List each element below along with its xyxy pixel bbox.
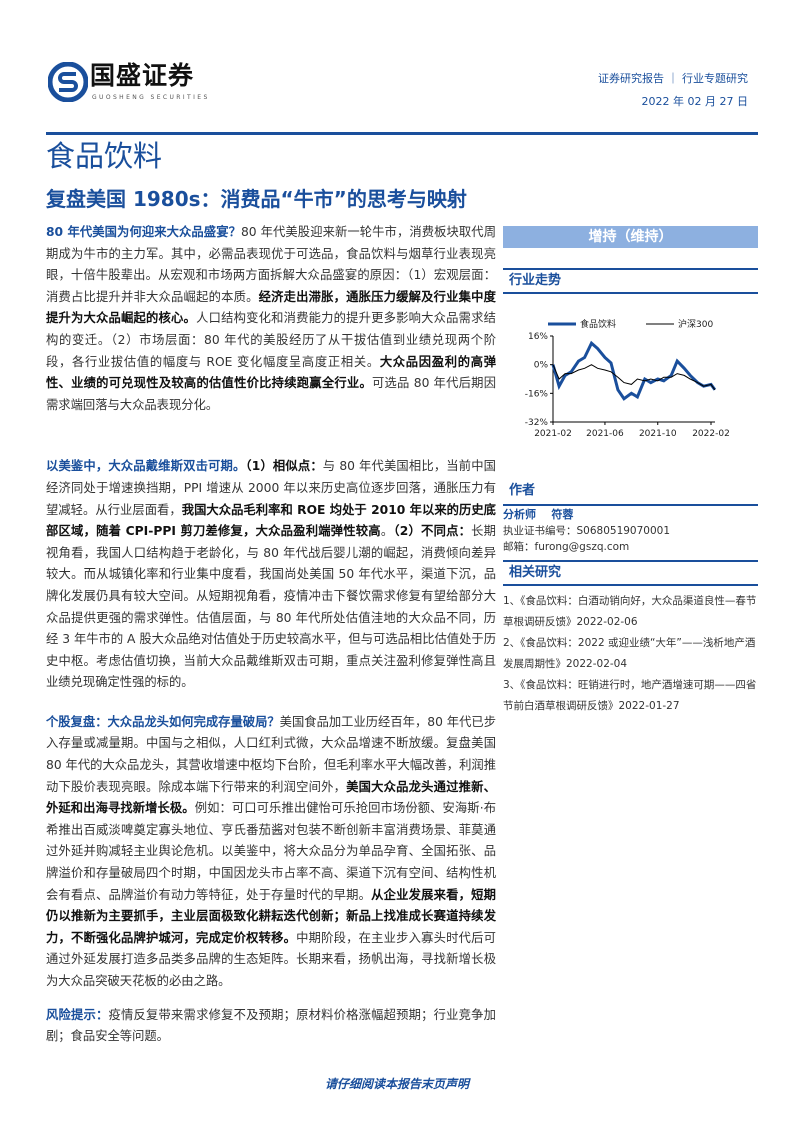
brand-name-en: GUOSHENG SECURITIES [92,94,210,101]
series-line-0 [551,340,717,401]
legend-label: 沪深300 [678,318,713,330]
analyst-role: 分析师 [503,508,536,521]
x-tick-label: 2021-02 [534,429,572,439]
emphasis-text: 我国大众品毛利率和 ROE 均处于 2010 年以来的历史底部区域，随着 CPI… [46,502,496,539]
paragraph-china-compare: 以美鉴中，大众品戴维斯双击可期。（1）相似点：与 80 年代美国相比，当前中国经… [46,456,496,694]
trend-heading: 行业走势 [503,268,758,294]
related-heading: 相关研究 [503,560,758,586]
body-text: 中期阶段，在主业步入寡头时代后可通过外延发展打造多品类多品牌的生态矩阵。长期来看… [46,930,496,988]
legend-label: 食品饮料 [580,318,616,330]
emphasis-text: （1）相似点： [245,459,323,474]
logo-icon [48,62,88,102]
body-text: 人口结构变化和消费能力的提升更多影响大众品需求结构的变迁。（2）市场层面：80 … [46,311,496,369]
related-item[interactable]: 2、《食品饮料：2022 或迎业绩“大年”——浅析地产酒发展周期性》2022-0… [503,637,756,670]
body-text: 。 [380,524,394,539]
email-link[interactable]: furong@gszq.com [534,541,630,553]
report-type: 证券研究报告 ｜ 行业专题研究 [598,72,748,85]
related-item[interactable]: 3、《食品饮料：旺销进行时，地产酒增速可期——四省节前白酒草根调研反馈》2022… [503,679,757,712]
body-text: 与 80 年代美国相比，当前中国经济同处于增速换挡期，PPI 增速从 2000 … [46,459,496,517]
body-text: 80 年代美股迎来新一轮牛市，消费板块取代周期成为牛市的主力军。其中，必需品表现… [46,225,496,304]
industry-trend-chart: 16% 0% -16% -32%2021-02 2021-06 2021-10 2022-0… [525,318,730,439]
related-list: 1、《食品饮料：白酒动销向好，大众品渠道良性—春节草根调研反馈》2022-02-… [503,591,758,717]
analyst: 分析师 符蓉 [503,508,758,522]
rating-badge: 增持（维持） [503,226,758,248]
report-title: 复盘美国 1980s：消费品“牛市”的思考与映射 [46,187,467,211]
license-label: 执业证书编号： [503,525,577,537]
body-text: 可选品 80 年代后期因需求端回落与大众品表现分化。 [46,376,496,412]
author-heading: 作者 [503,480,758,506]
y-tick-label: -16% [525,389,549,399]
emphasis-text: 美国大众品龙头通过推新、外延和出海寻找新增长极。 [46,779,496,816]
paragraph-stock-review: 个股复盘：大众品龙头如何完成存量破局？美国食品加工业历经百年，80 年代已步入存… [46,712,496,993]
paragraph-lead: 个股复盘：大众品龙头如何完成存量破局？ [46,714,280,729]
paragraph-lead: 80 年代美国为何迎来大众品盛宴？ [46,225,241,239]
header-divider [46,132,758,135]
y-tick-label: -32% [525,418,549,428]
email-label: 邮箱： [503,541,535,553]
emphasis-text: 从企业发展来看，短期仍以推新为主要抓手，主业层面极致化耕耘迭代创新；新品上找准成… [46,887,496,945]
body-text: 长期视角看，我国人口结构趋于老龄化，与 80 年代战后婴儿潮的崛起，消费倾向差异… [46,524,496,690]
footer-disclaimer: 请仔细阅读本报告末页声明 [324,1077,469,1091]
body-text: 例如：可口可乐推出健怡可乐抢回市场份额、安海斯·布希推出百威淡啤奠定寡头地位、亨… [46,801,496,902]
emphasis-text: 经济走出滞胀，通胀压力缓解及行业集中度提升为大众品崛起的核心。 [46,289,496,326]
license-number: S0680519070001 [576,525,671,537]
emphasis-text: 大众品因盈利的高弹性、业绩的可兑现性及较高的估值性价比持续跑赢全行业。 [46,354,496,391]
body-text: 美国食品加工业历经百年，80 年代已步入存量或减量期。中国与之相似，人口红利式微… [46,714,496,794]
paragraph-lead: 风险提示： [46,1007,109,1022]
body-text: 疫情反复带来需求修复不及预期；原材料价格涨幅超预期；行业竞争加剧；食品安全等问题… [46,1007,496,1044]
author-block: 分析师 符蓉 执业证书编号：S0680519070001 邮箱：furong@g… [503,508,758,556]
report-date: 2022 年 02 月 27 日 [641,95,748,108]
sector-title: 食品饮料 [46,139,163,173]
related-item[interactable]: 1、《食品饮料：白酒动销向好，大众品渠道良性—春节草根调研反馈》2022-02-… [503,595,757,628]
brand-name: 国盛证券 [90,61,195,90]
x-tick-label: 2021-10 [639,429,677,439]
series-line-1 [552,364,716,391]
y-tick-label: 16% [528,332,548,342]
y-tick-label: 0% [534,361,549,371]
paragraph-risk: 风险提示：疫情反复带来需求修复不及预期；原材料价格涨幅超预期；行业竞争加剧；食品… [46,1005,496,1048]
paragraph-why-1980s: 80 年代美国为何迎来大众品盛宴？80 年代美股迎来新一轮牛市，消费板块取代周期… [46,222,496,416]
x-tick-label: 2022-02 [692,429,730,439]
x-tick-label: 2021-06 [586,429,624,439]
emphasis-text: （2）不同点： [393,524,472,539]
analyst-name: 符蓉 [551,508,574,521]
summary-column: 80 年代美国为何迎来大众品盛宴？80 年代美股迎来新一轮牛市，消费板块取代周期… [46,222,496,1048]
paragraph-lead: 以美鉴中，大众品戴维斯双击可期。 [46,459,246,474]
